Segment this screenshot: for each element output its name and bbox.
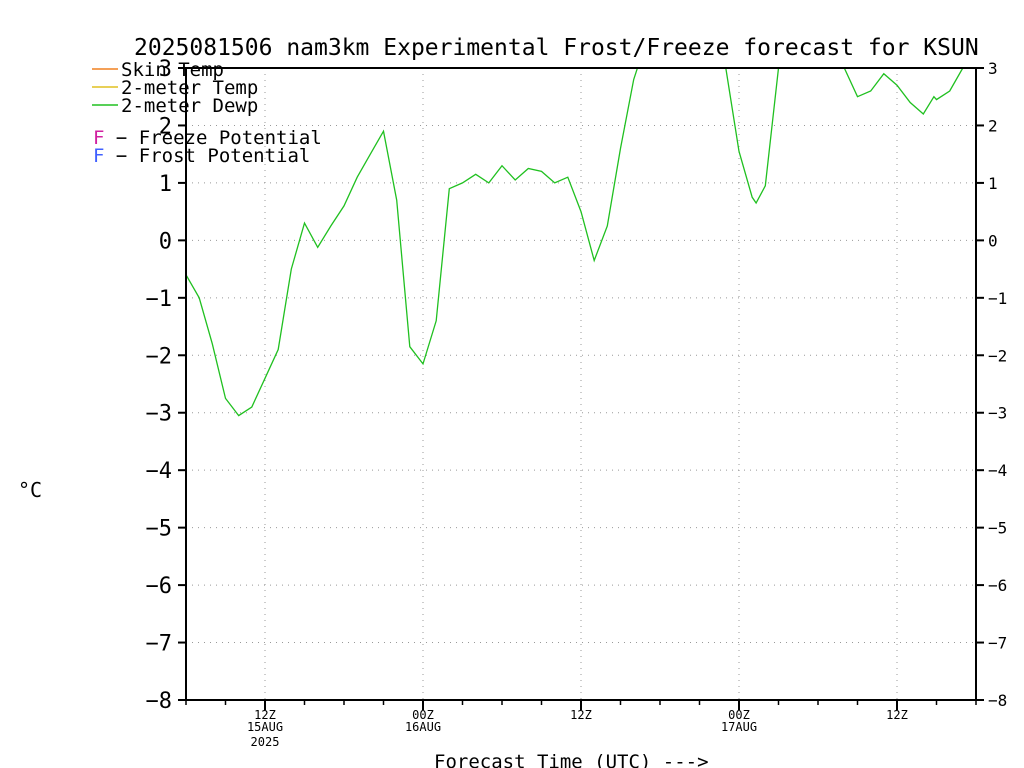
y-axis-left: −8 −7 −6 −5 −4 −3 −2 −1 0 1 2 3 bbox=[146, 57, 186, 714]
x-tick-date: 15AUG bbox=[247, 720, 283, 734]
y-tick-label-right: −7 bbox=[988, 634, 1007, 653]
y-tick-label-right: −3 bbox=[988, 404, 1007, 423]
y-axis-right: −8 −7 −6 −5 −4 −3 −2 −1 0 1 2 3 bbox=[976, 59, 1007, 710]
y-tick-label-right: −4 bbox=[988, 461, 1007, 480]
y-tick-label-right: 1 bbox=[988, 174, 998, 193]
chart-title: 2025081506 nam3km Experimental Frost/Fre… bbox=[134, 35, 979, 61]
y-tick-label-left: −3 bbox=[146, 402, 173, 427]
x-tick-date: 17AUG bbox=[721, 720, 757, 734]
y-axis-label: °C bbox=[18, 478, 42, 502]
y-tick-label-left: −7 bbox=[146, 632, 173, 657]
y-tick-label-left: −5 bbox=[146, 517, 173, 542]
y-tick-label-left: −1 bbox=[146, 287, 173, 312]
series-line-dewpoint bbox=[186, 68, 964, 417]
y-tick-label-right: −8 bbox=[988, 691, 1007, 710]
y-tick-label-right: −1 bbox=[988, 289, 1007, 308]
y-tick-label-left: −6 bbox=[146, 574, 173, 599]
y-tick-label-right: 3 bbox=[988, 59, 998, 78]
legend-potential-letter: F bbox=[93, 127, 104, 149]
y-tick-label-right: −2 bbox=[988, 346, 1007, 365]
x-tick-label: 12Z bbox=[886, 708, 908, 722]
legend-entry-label: 2-meter Dewp bbox=[121, 95, 258, 117]
legend-entry-label: 2-meter Temp bbox=[121, 77, 258, 99]
y-tick-label-right: −5 bbox=[988, 519, 1007, 538]
x-tick-date: 16AUG bbox=[405, 720, 441, 734]
y-tick-label-left: −4 bbox=[146, 459, 173, 484]
y-tick-label-left: −2 bbox=[146, 344, 173, 369]
plot-series bbox=[186, 68, 964, 417]
x-tick-label: 00Z bbox=[412, 708, 434, 722]
y-tick-label-left: 3 bbox=[159, 57, 172, 82]
legend-potential-entry: F − Freeze Potential bbox=[93, 127, 322, 149]
x-tick-label: 12Z bbox=[254, 708, 276, 722]
y-tick-label-right: 2 bbox=[988, 116, 998, 135]
y-tick-label-right: −6 bbox=[988, 576, 1007, 595]
x-tick-label: 00Z bbox=[728, 708, 750, 722]
y-tick-label-right: 0 bbox=[988, 231, 998, 250]
legend-potential-text: − Frost Potential bbox=[104, 145, 310, 167]
legend-potential-entry: F − Frost Potential bbox=[93, 145, 310, 167]
y-tick-label-left: 2 bbox=[159, 114, 172, 139]
legend-potential-letter: F bbox=[93, 145, 104, 167]
y-tick-label-left: 1 bbox=[159, 172, 172, 197]
x-tick-label: 12Z bbox=[570, 708, 592, 722]
legend-potential-text: − Freeze Potential bbox=[104, 127, 321, 149]
x-tick-year: 2025 bbox=[251, 735, 280, 749]
legend-entry-label: Skin Temp bbox=[121, 59, 224, 81]
x-axis-label: Forecast Time (UTC) ---> bbox=[434, 751, 709, 768]
y-tick-label-left: 0 bbox=[159, 229, 172, 254]
y-tick-label-left: −8 bbox=[146, 689, 173, 714]
